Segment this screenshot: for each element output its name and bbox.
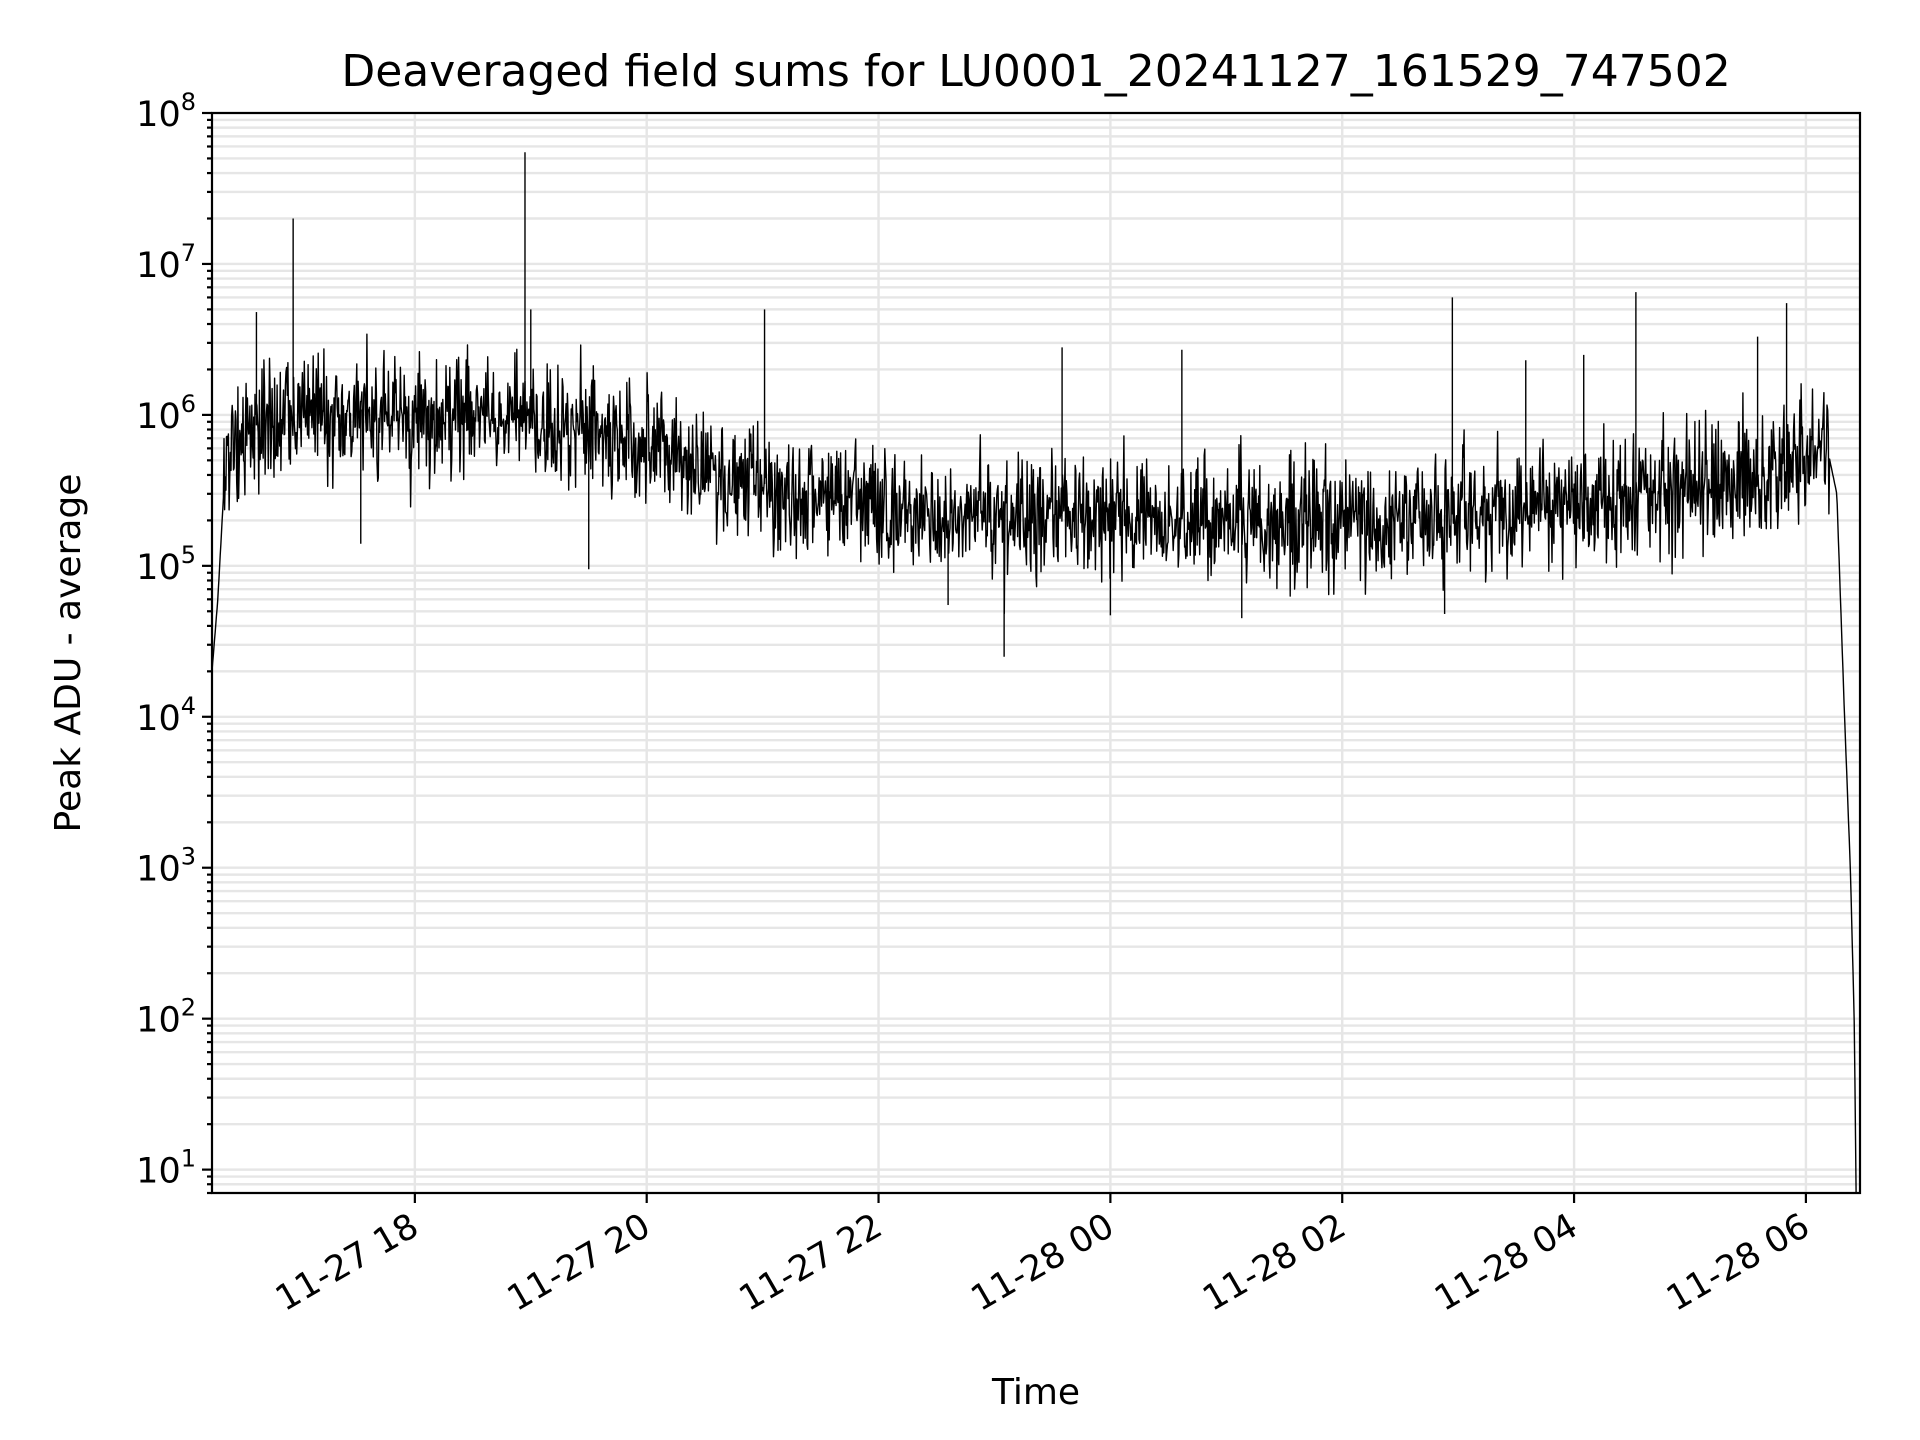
y-tick-exponent: 3 (181, 843, 196, 871)
y-tick-label: 106 (136, 390, 196, 437)
y-tick-exponent: 5 (181, 541, 196, 569)
y-tick-base: 10 (136, 1001, 181, 1041)
y-tick-base: 10 (136, 95, 181, 135)
y-tick-label: 103 (136, 843, 196, 890)
y-tick-exponent: 2 (181, 994, 196, 1022)
y-axis-label: Peak ADU - average (48, 474, 89, 833)
series-line (212, 333, 1857, 1193)
y-tick-exponent: 4 (181, 692, 196, 720)
series-layer (212, 152, 1857, 1193)
x-axis-label: Time (991, 1372, 1080, 1413)
y-tick-label: 101 (136, 1145, 196, 1192)
y-tick-base: 10 (136, 699, 181, 739)
y-tick-label: 108 (136, 88, 196, 135)
y-tick-exponent: 1 (181, 1145, 196, 1173)
y-tick-label: 104 (136, 692, 196, 739)
y-tick-exponent: 7 (181, 239, 196, 267)
y-tick-base: 10 (136, 850, 181, 890)
y-tick-label: 107 (136, 239, 196, 286)
y-tick-base: 10 (136, 246, 181, 286)
chart-title: Deaveraged field sums for LU0001_2024112… (341, 46, 1730, 97)
y-tick-label: 102 (136, 994, 196, 1041)
plot-frame (210, 111, 1862, 1195)
y-tick-base: 10 (136, 397, 181, 437)
y-tick-label: 105 (136, 541, 196, 588)
y-tick-exponent: 6 (181, 390, 196, 418)
y-tick-base: 10 (136, 548, 181, 588)
y-tick-base: 10 (136, 1152, 181, 1192)
series-group (212, 152, 1857, 1193)
y-tick-exponent: 8 (181, 88, 196, 116)
